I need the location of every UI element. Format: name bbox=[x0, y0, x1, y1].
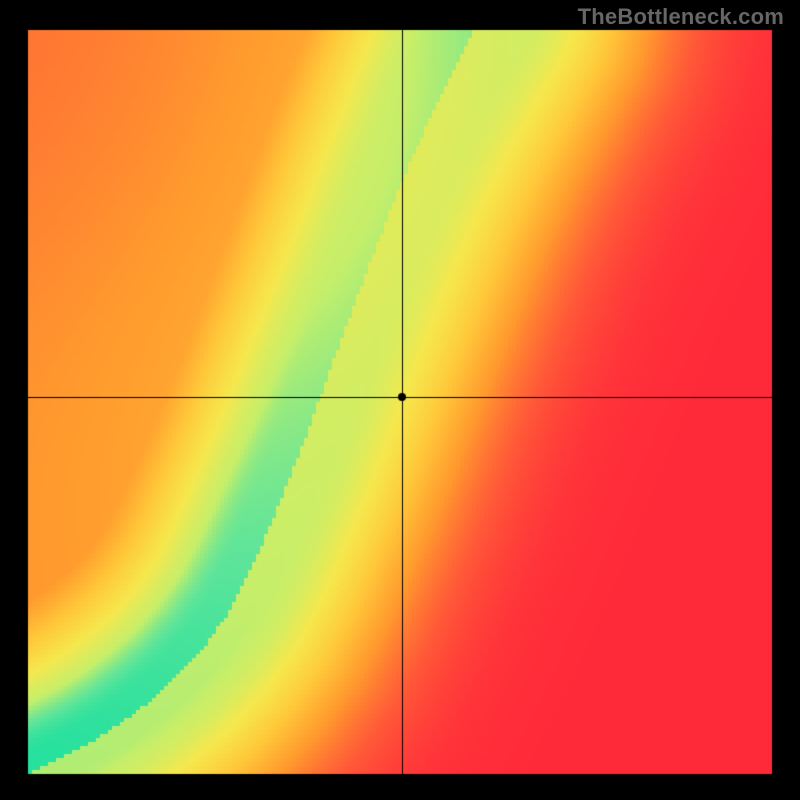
chart-container: TheBottleneck.com bbox=[0, 0, 800, 800]
watermark-text: TheBottleneck.com bbox=[578, 4, 784, 30]
heatmap-canvas bbox=[0, 0, 800, 800]
